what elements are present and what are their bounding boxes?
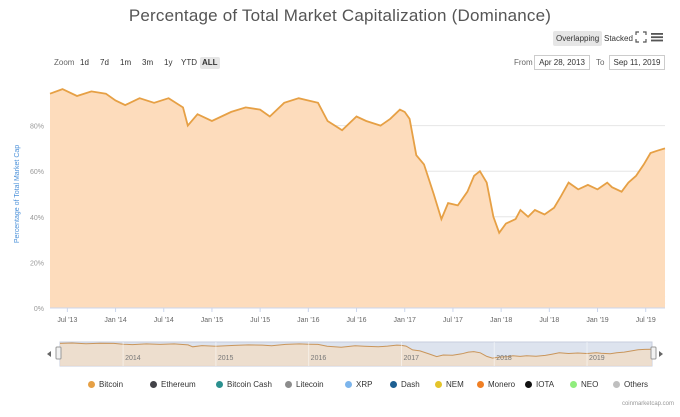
legend-marker: [390, 381, 397, 388]
y-tick-label: 80%: [30, 124, 44, 131]
legend-label: NEM: [446, 380, 464, 389]
legend-item-bitcoin-cash[interactable]: Bitcoin Cash: [216, 380, 272, 390]
legend-marker: [477, 381, 484, 388]
legend-marker: [150, 381, 157, 388]
zoom-label: Zoom: [54, 58, 75, 67]
y-tick-label: 0%: [34, 306, 44, 313]
legend-marker: [216, 381, 223, 388]
x-tick-label: Jul '15: [250, 317, 270, 324]
legend-item-dash[interactable]: Dash: [390, 380, 420, 390]
legend-label: Litecoin: [296, 380, 324, 389]
zoom-button-1d[interactable]: 1d: [80, 58, 89, 67]
legend-marker: [570, 381, 577, 388]
legend-item-monero[interactable]: Monero: [477, 380, 515, 390]
stacked-button[interactable]: Stacked: [604, 34, 633, 43]
zoom-button-1y[interactable]: 1y: [164, 58, 173, 67]
x-tick-label: Jul '18: [539, 317, 559, 324]
legend-item-litecoin[interactable]: Litecoin: [285, 380, 324, 390]
x-tick-label: Jul '17: [443, 317, 463, 324]
legend-marker: [525, 381, 532, 388]
fullscreen-icon[interactable]: [634, 30, 648, 44]
zoom-button-1m[interactable]: 1m: [120, 58, 132, 67]
legend-label: IOTA: [536, 380, 555, 389]
overlapping-button[interactable]: Overlapping: [553, 31, 603, 46]
legend-item-others[interactable]: Others: [613, 380, 648, 390]
to-label: To: [596, 58, 605, 67]
zoom-button-3m[interactable]: 3m: [142, 58, 154, 67]
x-tick-label: Jan '16: [297, 317, 319, 324]
y-tick-label: 40%: [30, 215, 44, 222]
y-tick-label: 60%: [30, 169, 44, 176]
x-tick-label: Jul '19: [636, 317, 656, 324]
legend-label: Others: [624, 380, 649, 389]
legend-label: Dash: [401, 380, 420, 389]
x-tick-label: Jan '17: [394, 317, 416, 324]
x-tick-label: Jan '14: [104, 317, 126, 324]
navigator-left-arrow: [47, 351, 51, 357]
series-area-bitcoin: [50, 89, 665, 308]
navigator-right-handle: [650, 346, 657, 360]
x-tick-label: Jan '19: [586, 317, 608, 324]
navigator-year-label: 2017: [403, 355, 419, 362]
zoom-button-ytd[interactable]: YTD: [181, 58, 197, 67]
y-tick-label: 20%: [30, 260, 44, 267]
legend-marker: [285, 381, 292, 388]
legend-label: Bitcoin Cash: [227, 380, 272, 389]
legend-label: Ethereum: [161, 380, 196, 389]
navigator-year-label: 2014: [125, 355, 141, 362]
legend-item-neo[interactable]: NEO: [570, 380, 598, 390]
legend-label: XRP: [356, 380, 373, 389]
legend-label: NEO: [581, 380, 599, 389]
menu-icon[interactable]: [650, 30, 664, 44]
x-tick-label: Jul '13: [57, 317, 77, 324]
legend-marker: [345, 381, 352, 388]
series-line-bitcoin: [49, 88, 666, 235]
x-tick-label: Jul '16: [347, 317, 367, 324]
navigator-year-label: 2019: [589, 355, 605, 362]
x-tick-label: Jan '15: [201, 317, 223, 324]
y-axis-title: Percentage of Total Market Cap: [14, 145, 21, 243]
legend-item-iota[interactable]: IOTA: [525, 380, 554, 390]
to-date-input[interactable]: Sep 11, 2019: [609, 55, 665, 70]
legend-item-bitcoin[interactable]: Bitcoin: [88, 380, 123, 390]
credits-link[interactable]: coinmarketcap.com: [621, 401, 674, 407]
navigator-series-area: [60, 343, 652, 366]
legend-label: Monero: [488, 380, 516, 389]
legend-item-xrp[interactable]: XRP: [345, 380, 372, 390]
zoom-button-7d[interactable]: 7d: [100, 58, 109, 67]
zoom-button-all[interactable]: ALL: [200, 57, 220, 69]
legend-marker: [613, 381, 620, 388]
legend-marker: [435, 381, 442, 388]
chart-title: Percentage of Total Market Capitalizatio…: [128, 6, 552, 25]
x-tick-label: Jan '18: [490, 317, 512, 324]
navigator-series-line: [59, 342, 653, 359]
navigator-left-handle: [55, 346, 62, 360]
legend-marker: [88, 381, 95, 388]
legend-label: Bitcoin: [99, 380, 124, 389]
legend-item-nem[interactable]: NEM: [435, 380, 464, 390]
from-label: From: [514, 58, 533, 67]
navigator-year-label: 2018: [496, 355, 512, 362]
navigator-year-label: 2016: [311, 355, 327, 362]
navigator-year-label: 2015: [218, 355, 234, 362]
x-tick-label: Jul '14: [154, 317, 174, 324]
legend-item-ethereum[interactable]: Ethereum: [150, 380, 196, 390]
navigator-right-arrow: [659, 351, 663, 357]
from-date-input[interactable]: Apr 28, 2013: [534, 55, 590, 70]
